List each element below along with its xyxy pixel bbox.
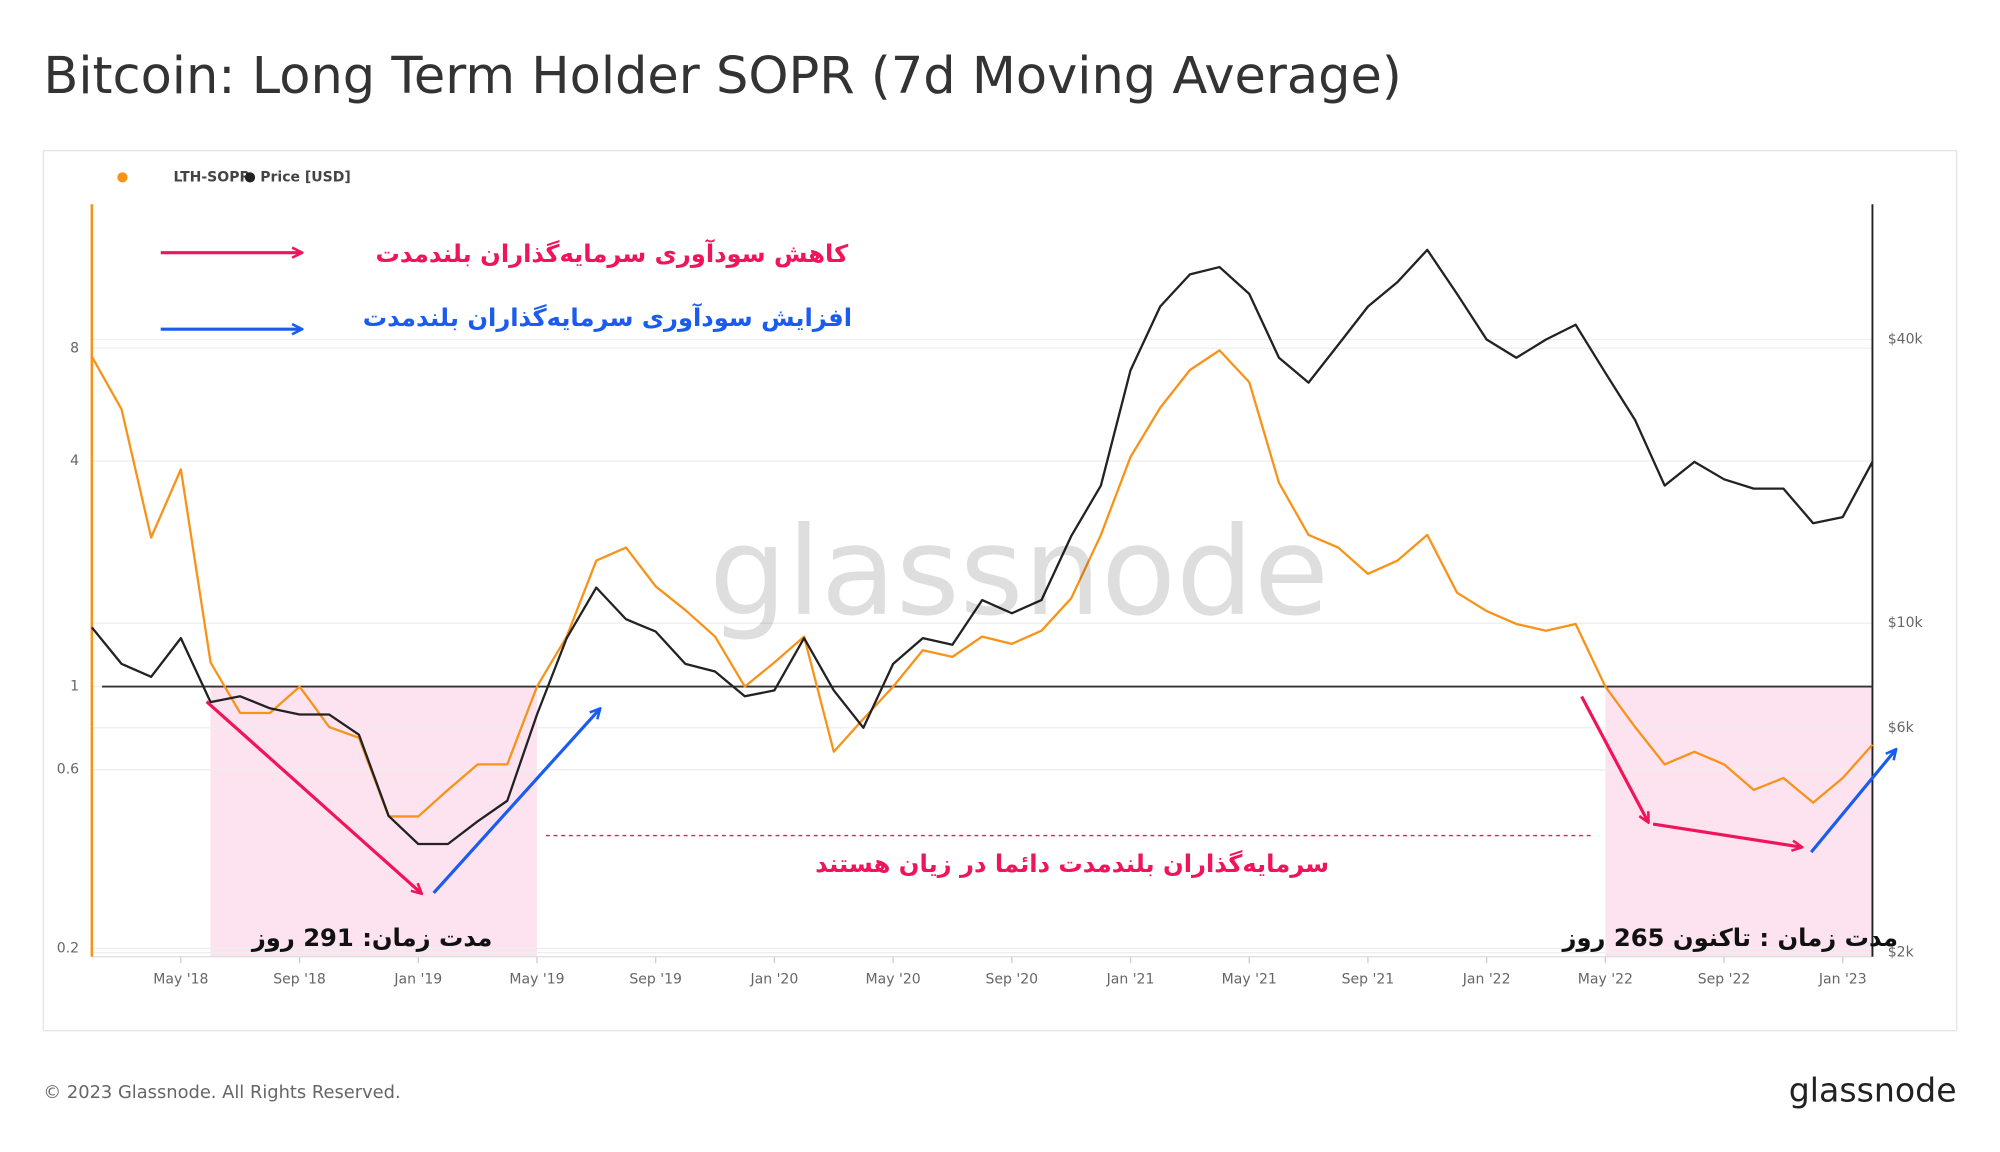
y2-tick-label: $6k	[1888, 720, 1915, 736]
x-tick-label: Jan '22	[1462, 972, 1511, 988]
x-tick-label: May '21	[1222, 972, 1277, 988]
chart-frame	[42, 149, 1958, 1032]
y-tick-label: 0.2	[57, 940, 79, 956]
watermark: glassnode	[709, 500, 1329, 643]
x-tick-label: Jan '21	[1106, 972, 1155, 988]
legend-swatch	[244, 172, 256, 183]
x-tick-label: May '18	[153, 972, 208, 988]
annotation: مدت زمان: 291 روز	[251, 924, 493, 952]
legend-label: Price [USD]	[260, 169, 351, 185]
x-tick-label: Jan '23	[1818, 972, 1867, 988]
arrow	[1580, 695, 1648, 822]
y2-tick-label: $40k	[1888, 332, 1924, 348]
legend-label: LTH-SOPR	[173, 169, 250, 185]
x-tick-label: Sep '22	[1698, 972, 1751, 988]
annotation: مدت زمان : تاکنون 265 روز	[1562, 924, 1898, 952]
plot: 0.2 0.6 1 4 8 $2k $6k $10k $40k May '18 Sep '18 Jan…	[57, 204, 1924, 988]
series-line	[90, 248, 1874, 846]
legend-swatch	[117, 172, 128, 183]
arrow	[205, 700, 421, 893]
y-tick-label: 4	[70, 453, 79, 469]
x-tick-label: May '22	[1578, 972, 1633, 988]
x-tick-label: Sep '19	[629, 972, 682, 988]
annotation: سرمایه‌گذاران بلندمدت دائما در زیان هستن…	[815, 849, 1329, 878]
x-tick-label: May '20	[866, 972, 921, 988]
x-tick-label: Jan '20	[750, 972, 799, 988]
arrow	[1652, 822, 1801, 847]
x-tick-label: Sep '21	[1342, 972, 1395, 988]
y-tick-label: 8	[70, 340, 79, 356]
chart-title: Bitcoin: Long Term Holder SOPR (7d Movin…	[43, 47, 1401, 106]
y-tick-label: 0.6	[57, 762, 79, 778]
y-tick-label: 1	[70, 679, 79, 695]
y2-tick-label: $2k	[1888, 945, 1915, 961]
x-tick-label: May '19	[509, 972, 564, 988]
footer-brand: glassnode	[1789, 1070, 1957, 1109]
x-tick-label: Sep '18	[273, 972, 326, 988]
highlight-range	[210, 686, 537, 957]
x-tick-label: Jan '19	[393, 972, 442, 988]
footer-copyright: © 2023 Glassnode. All Rights Reserved.	[43, 1082, 400, 1103]
arrow	[1809, 750, 1895, 854]
x-tick-label: Sep '20	[986, 972, 1039, 988]
annotation: افزایش سودآوری سرمایه‌گذاران بلندمدت	[363, 302, 852, 332]
y2-tick-label: $10k	[1888, 615, 1924, 631]
annotation: کاهش سودآوری سرمایه‌گذاران بلندمدت	[376, 238, 850, 268]
arrow	[432, 709, 600, 895]
highlight-range	[1605, 686, 1873, 957]
